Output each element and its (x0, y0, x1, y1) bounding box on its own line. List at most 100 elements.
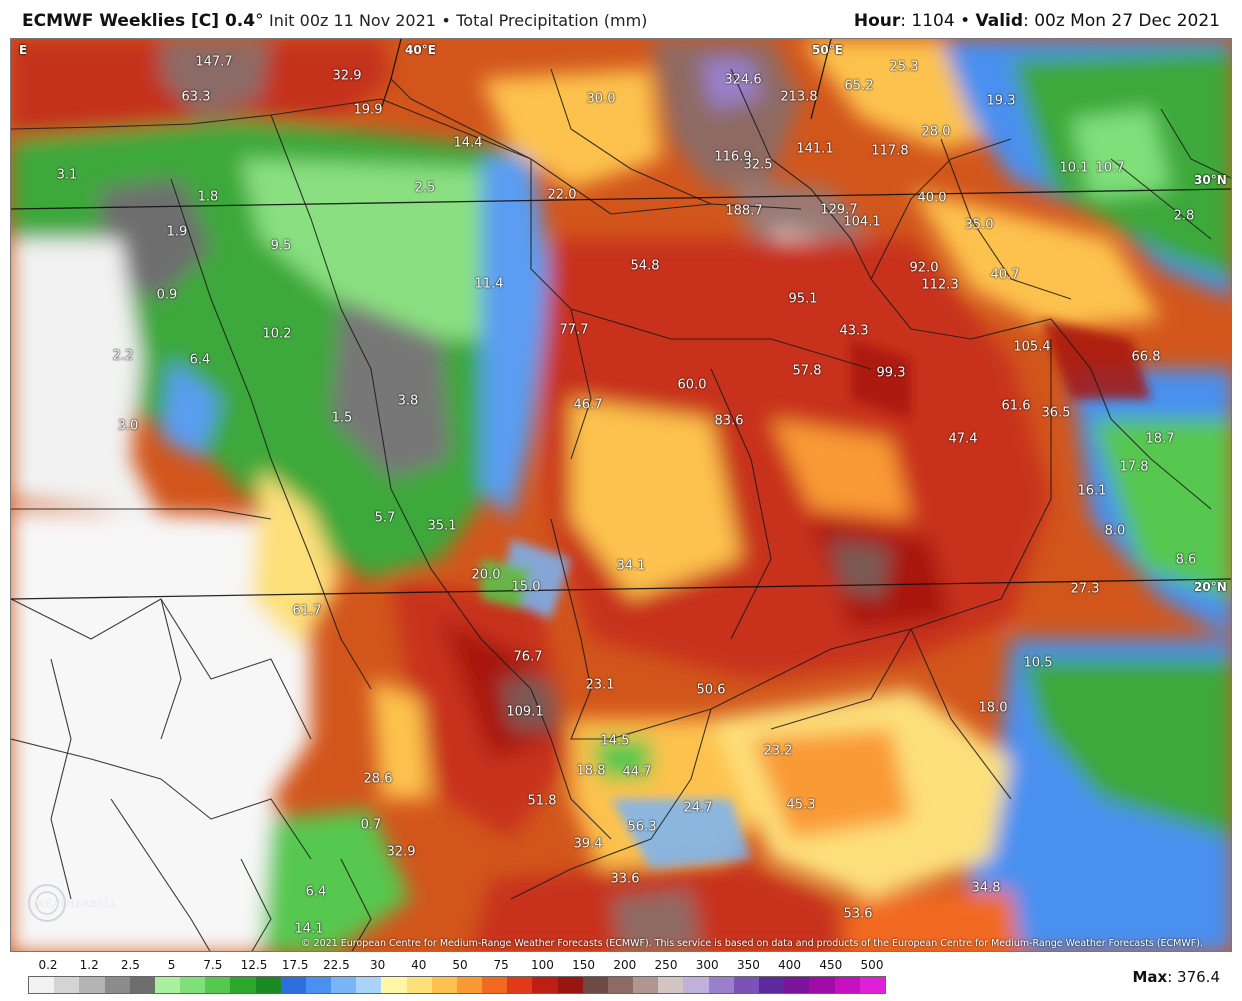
precip-value-label: 44.7 (622, 764, 652, 780)
legend-color-swatch (129, 977, 155, 993)
precip-value-label: 105.4 (1013, 339, 1051, 355)
precip-value-label: 324.6 (724, 72, 762, 88)
precip-value-label: 39.4 (573, 836, 603, 852)
legend-tick-label: 17.5 (281, 958, 309, 972)
legend-color-swatch (482, 977, 508, 993)
legend-color-swatch (708, 977, 734, 993)
precip-value-label: 15.0 (511, 579, 541, 595)
copyright-notice: © 2021 European Centre for Medium-Range … (301, 938, 1203, 949)
title-separator: • (441, 11, 451, 30)
precip-value-label: 25.3 (889, 59, 919, 75)
legend-color-swatch (280, 977, 306, 993)
precip-value-label: 34.1 (616, 558, 646, 574)
legend-color-swatch (331, 977, 357, 993)
legend-color-swatch (809, 977, 835, 993)
precip-value-label: 14.1 (294, 921, 324, 937)
legend-color-swatch (582, 977, 608, 993)
precip-value-label: 50.6 (696, 682, 726, 698)
legend-tick-label: 400 (778, 958, 802, 972)
legend-color-swatch (532, 977, 558, 993)
legend-color-swatch (29, 977, 55, 993)
precip-value-label: 32.9 (332, 68, 362, 84)
legend-color-swatch (431, 977, 457, 993)
precip-value-label: 47.4 (948, 431, 978, 447)
legend-color-swatch (633, 977, 659, 993)
legend-tick-label: 40 (411, 958, 427, 972)
precip-value-label: 5.7 (374, 510, 396, 526)
precip-value-label: 34.8 (971, 880, 1001, 896)
max-value-readout: Max: 376.4 (1133, 968, 1221, 986)
precip-value-label: 51.8 (527, 793, 557, 809)
precip-value-label: 23.2 (763, 743, 793, 759)
precip-value-label: 40.7 (990, 267, 1020, 283)
precip-value-label: 1.8 (197, 189, 219, 205)
precipitation-map[interactable]: E 40°E 50°E 30°N 20°N 147.7 32.9 63.3 19.9 3… (10, 38, 1232, 952)
precip-value-label: 2.5 (414, 180, 436, 196)
precip-value-label: 2.8 (1173, 208, 1195, 224)
grid-label-30n: 30°N (1194, 173, 1227, 187)
precip-value-label: 61.6 (1001, 398, 1031, 414)
precip-value-label: 129.7 (820, 202, 858, 218)
legend-tick-label: 1.2 (79, 958, 99, 972)
precip-value-label: 24.7 (683, 800, 713, 816)
watermark-text: WEATHERBELL (35, 899, 118, 910)
precip-value-label: 53.6 (843, 906, 873, 922)
legend-color-swatch (758, 977, 785, 993)
precip-value-label: 33.6 (610, 871, 640, 887)
legend-color-swatch (381, 977, 407, 993)
valid-value: : 00z Mon 27 Dec 2021 (1023, 11, 1220, 31)
precip-value-label: 1.9 (166, 224, 188, 240)
precip-value-label: 0.7 (360, 817, 382, 833)
legend-color-swatch (406, 977, 432, 993)
legend-color-swatch (784, 977, 810, 993)
legend-color-swatch (456, 977, 483, 993)
precip-value-label: 112.3 (921, 277, 959, 293)
precip-value-label: 19.3 (986, 93, 1016, 109)
precip-value-label: 16.1 (1077, 483, 1107, 499)
precip-value-label: 40.0 (917, 190, 947, 206)
precip-value-label: 17.8 (1119, 459, 1149, 475)
precip-value-label: 35.1 (427, 518, 457, 534)
legend-tick-label: 150 (572, 958, 596, 972)
legend-tick-label: 200 (613, 958, 637, 972)
precip-value-label: 99.3 (876, 365, 906, 381)
legend-tick-label: 0.2 (38, 958, 58, 972)
precip-value-label: 10.2 (262, 326, 292, 342)
legend-tick-label: 7.5 (203, 958, 223, 972)
precip-value-label: 14.5 (600, 733, 630, 749)
precip-value-label: 28.6 (363, 771, 393, 787)
max-label: Max (1132, 968, 1168, 986)
precip-value-label: 61.7 (292, 603, 322, 619)
precip-value-label: 22.0 (547, 187, 577, 203)
precip-value-label: 10.1 (1059, 160, 1089, 176)
precip-value-label: 1.5 (331, 410, 353, 426)
hour-label: Hour (853, 11, 901, 31)
legend-color-swatch (205, 977, 231, 993)
legend-color-swatch (230, 977, 256, 993)
legend-tick-label: 12.5 (240, 958, 268, 972)
hour-value: : 1104 (900, 11, 955, 31)
precip-value-label: 18.7 (1145, 431, 1175, 447)
max-value: : 376.4 (1167, 968, 1220, 986)
legend-tick-label: 250 (654, 958, 678, 972)
precip-value-label: 18.8 (576, 763, 606, 779)
degree-sign: ° (255, 11, 264, 31)
legend-color-swatch (305, 977, 332, 993)
precipitation-field (11, 39, 1231, 951)
legend-color-swatch (733, 977, 759, 993)
precip-value-label: 147.7 (195, 54, 233, 70)
legend-tick-label: 500 (860, 958, 884, 972)
precip-value-label: 3.8 (397, 393, 419, 409)
precip-value-label: 18.0 (978, 700, 1008, 716)
valid-separator: • (960, 11, 971, 31)
precip-value-label: 8.6 (1175, 552, 1197, 568)
precip-value-label: 32.9 (386, 844, 416, 860)
precip-value-label: 20.0 (471, 567, 501, 583)
precip-value-label: 188.7 (725, 203, 763, 219)
legend-color-swatch (104, 977, 130, 993)
precip-value-label: 10.5 (1023, 655, 1053, 671)
precip-value-label: 23.1 (585, 677, 615, 693)
precip-value-label: 27.3 (1070, 581, 1100, 597)
precip-value-label: 95.1 (788, 291, 818, 307)
precip-value-label: 63.3 (181, 89, 211, 105)
